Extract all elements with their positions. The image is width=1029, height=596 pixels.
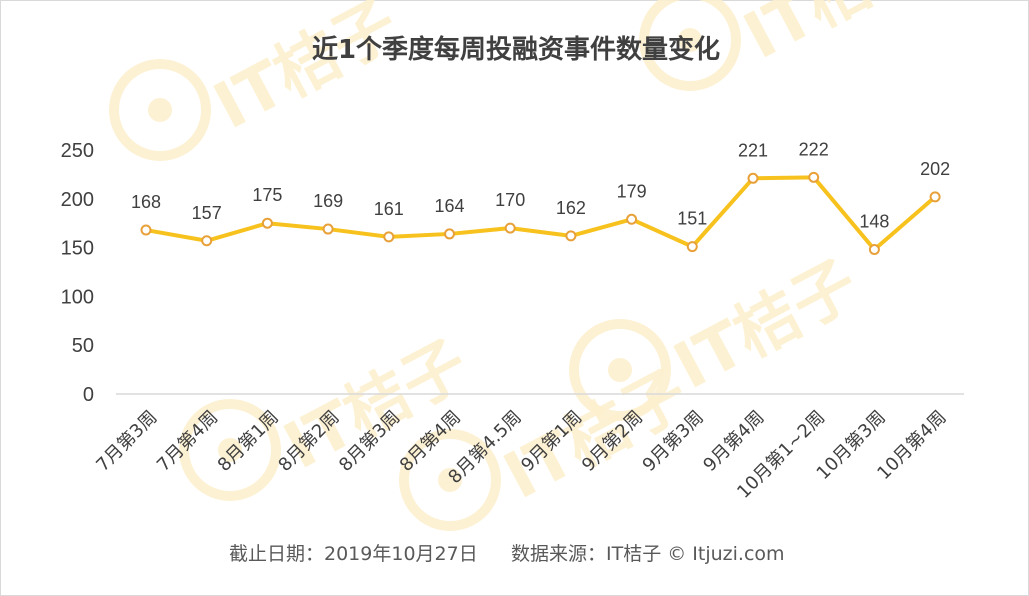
watermark: IT桔子 bbox=[109, 0, 410, 161]
watermark-text: IT桔子 bbox=[203, 0, 410, 144]
y-axis: 0 50 100 150 200 250 bbox=[61, 140, 94, 406]
data-point bbox=[747, 172, 759, 184]
data-point bbox=[201, 235, 213, 247]
data-point bbox=[565, 230, 577, 242]
data-point bbox=[686, 241, 698, 253]
y-tick-label: 100 bbox=[61, 286, 94, 308]
data-point bbox=[444, 228, 455, 240]
watermark-text: IT桔子 bbox=[733, 0, 940, 74]
y-tick-label: 150 bbox=[61, 238, 94, 260]
chart-title: 近1个季度每周投融资事件数量变化 bbox=[312, 34, 720, 65]
data-label: 164 bbox=[434, 196, 464, 216]
data-point bbox=[808, 171, 820, 183]
data-point bbox=[383, 231, 395, 243]
x-tick-label: 7月第3周 bbox=[92, 407, 161, 476]
data-label: 168 bbox=[131, 192, 161, 212]
data-label: 202 bbox=[920, 159, 950, 179]
data-point bbox=[140, 224, 152, 236]
footer-source: 数据来源：IT桔子 © Itjuzi.com bbox=[511, 543, 785, 565]
data-label: 162 bbox=[556, 198, 586, 218]
data-label: 175 bbox=[252, 185, 282, 205]
data-label: 221 bbox=[738, 140, 768, 160]
data-point bbox=[929, 191, 941, 203]
data-label: 161 bbox=[374, 199, 404, 219]
y-tick-label: 200 bbox=[61, 189, 94, 211]
data-labels: 168 157 175 169 161 164 170 162 179 151 221 222 148 2… bbox=[131, 139, 950, 231]
data-point bbox=[868, 244, 880, 256]
y-tick-label: 250 bbox=[61, 140, 94, 162]
watermark-text: IT桔子 bbox=[663, 247, 870, 404]
data-label: 151 bbox=[677, 209, 707, 229]
footer-date: 截止日期：2019年10月27日 bbox=[229, 543, 478, 565]
data-point bbox=[261, 217, 273, 229]
y-tick-label: 0 bbox=[83, 384, 94, 406]
data-label: 170 bbox=[495, 190, 525, 210]
data-label: 148 bbox=[859, 212, 889, 232]
data-point bbox=[626, 213, 638, 225]
data-point bbox=[504, 222, 516, 234]
data-label: 222 bbox=[799, 139, 829, 159]
data-label: 179 bbox=[617, 181, 647, 201]
data-point bbox=[322, 223, 334, 235]
series-markers bbox=[140, 171, 941, 256]
data-label: 169 bbox=[313, 191, 343, 211]
series-line bbox=[145, 175, 937, 252]
y-tick-label: 50 bbox=[72, 335, 94, 357]
data-label: 157 bbox=[192, 203, 222, 223]
